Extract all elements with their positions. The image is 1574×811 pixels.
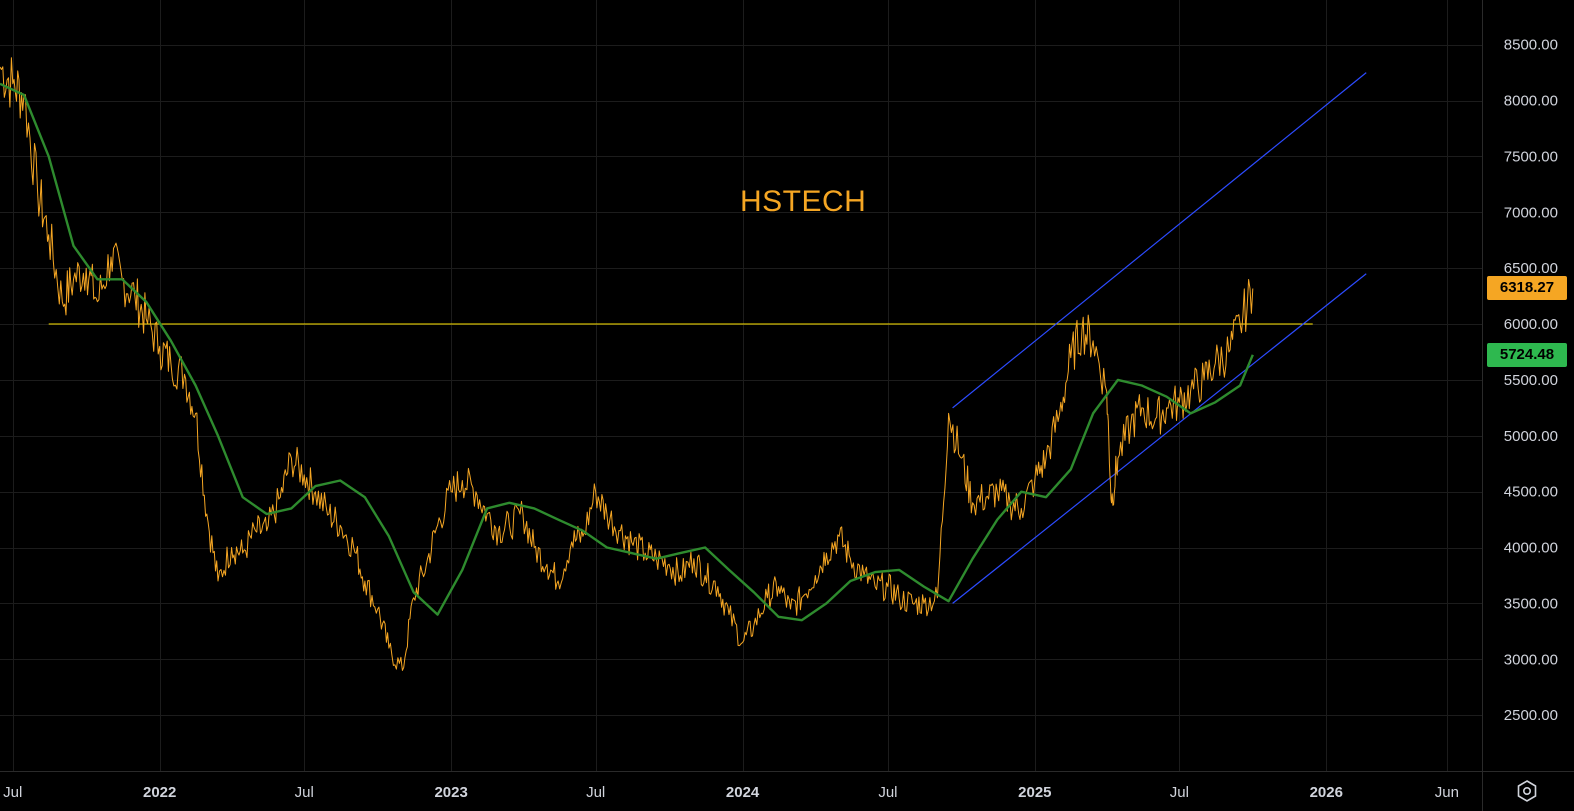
- y-tick-label: 4000.00: [1504, 540, 1558, 557]
- y-tick-label: 7000.00: [1504, 204, 1558, 221]
- y-tick-label: 8500.00: [1504, 37, 1558, 54]
- y-tick-label: 2500.00: [1504, 707, 1558, 724]
- x-tick-label: Jul: [1170, 784, 1189, 801]
- grid-layer: [0, 0, 1482, 771]
- x-axis[interactable]: Jul 2022 Jul 2023 Jul 2024 Jul 2025 Jul 2026 Jun: [3, 784, 1459, 801]
- x-tick-label: Jul: [295, 784, 314, 801]
- x-tick-label: 2022: [143, 784, 176, 801]
- y-tick-label: 4500.00: [1504, 484, 1558, 501]
- x-tick-label: 2025: [1018, 784, 1051, 801]
- series-layer: [0, 57, 1254, 671]
- hexagon-gear-icon: [1517, 780, 1537, 802]
- y-axis[interactable]: 2500.00 3000.00 3500.00 4000.00 4500.00 5000.…: [1504, 37, 1558, 724]
- x-tick-label: Jul: [586, 784, 605, 801]
- x-tick-label: 2024: [726, 784, 760, 801]
- y-tick-label: 7500.00: [1504, 148, 1558, 165]
- x-tick-label: Jul: [878, 784, 897, 801]
- y-tick-label: 6500.00: [1504, 260, 1558, 277]
- price-line: [0, 57, 1254, 671]
- y-tick-label: 6000.00: [1504, 316, 1558, 333]
- x-tick-label: Jul: [3, 784, 22, 801]
- x-tick-label: Jun: [1435, 784, 1459, 801]
- reference-lines: [48, 72, 1367, 604]
- chart-title: HSTECH: [740, 185, 867, 218]
- x-tick-label: 2026: [1310, 784, 1343, 801]
- channel-upper-line: [952, 72, 1367, 409]
- channel-lower-line: [952, 273, 1367, 604]
- plot-background: [0, 0, 1482, 771]
- chart-settings-button[interactable]: [1515, 779, 1539, 803]
- x-tick-label: 2023: [434, 784, 467, 801]
- last-price-tag: 6318.27: [1487, 276, 1567, 301]
- y-tick-label: 3500.00: [1504, 595, 1558, 612]
- ma-value-tag: 5724.48: [1487, 342, 1567, 367]
- moving-average-line: [0, 82, 1254, 622]
- y-tick-label: 8000.00: [1504, 93, 1558, 110]
- y-tick-label: 5000.00: [1504, 428, 1558, 445]
- y-tick-label: 3000.00: [1504, 651, 1558, 668]
- y-tick-label: 5500.00: [1504, 372, 1558, 389]
